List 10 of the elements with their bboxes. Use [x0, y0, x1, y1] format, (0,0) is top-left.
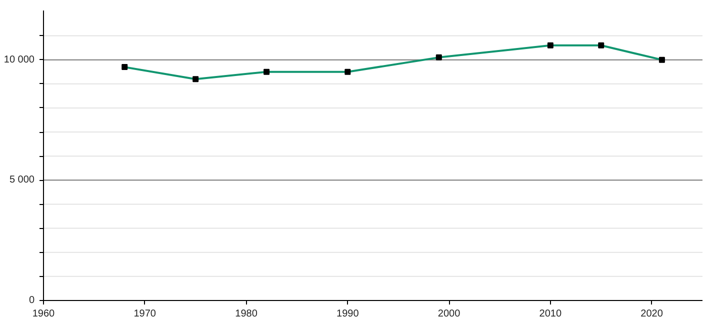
x-tick-label: 1970	[134, 308, 156, 320]
x-tick-label: 1980	[235, 308, 258, 320]
x-tick-label: 2020	[640, 308, 664, 320]
x-tick-label: 1960	[32, 308, 56, 320]
x-tick-label: 1990	[336, 308, 360, 320]
x-tick-label: 2000	[438, 308, 461, 320]
y-tick-label: 5 000	[9, 174, 35, 186]
x-tick-label: 2010	[539, 308, 562, 320]
y-tick-label: 0	[28, 295, 35, 306]
y-tick-label: 10 000	[4, 54, 35, 66]
